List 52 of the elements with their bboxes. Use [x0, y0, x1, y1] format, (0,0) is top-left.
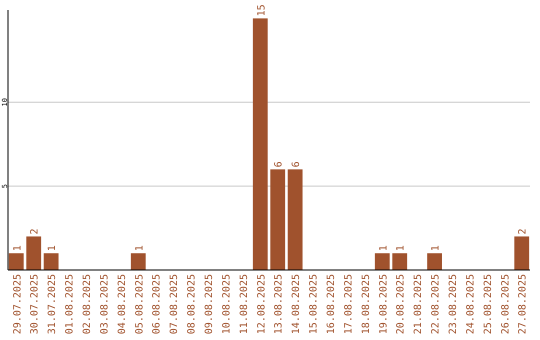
bar: [427, 253, 442, 270]
x-tick-label: 20.08.2025: [396, 274, 407, 334]
x-tick-label: 26.08.2025: [500, 274, 512, 334]
x-tick-label: 05.08.2025: [134, 274, 146, 334]
bar: [270, 169, 286, 270]
bar: [392, 253, 408, 270]
bar: [44, 253, 59, 270]
x-tick-label: 01.08.2025: [64, 274, 76, 334]
x-tick-label: 29.07.2025: [12, 274, 24, 334]
data-label: 6: [274, 161, 285, 168]
bar: [374, 253, 390, 270]
x-tick-label: 16.08.2025: [326, 274, 337, 334]
x-tick-label: 08.08.2025: [186, 274, 198, 334]
x-tick-label: 19.08.2025: [378, 274, 390, 334]
bar: [514, 236, 530, 270]
bar: [130, 253, 146, 270]
data-label: 1: [47, 245, 58, 252]
bar: [26, 236, 42, 270]
x-tick-label: 06.08.2025: [152, 274, 163, 334]
bar: [288, 169, 303, 270]
data-label: 15: [256, 4, 268, 16]
x-tick-label: 07.08.2025: [169, 274, 180, 334]
data-label: 1: [378, 245, 390, 252]
data-label: 1: [12, 245, 24, 252]
x-tick-label: 30.07.2025: [30, 274, 41, 334]
x-tick-label: 27.08.2025: [518, 274, 529, 334]
x-tick-label: 31.07.2025: [47, 274, 58, 334]
data-label: 2: [518, 228, 529, 234]
data-label: 6: [291, 161, 302, 168]
bar: [8, 253, 24, 270]
x-tick-label: 04.08.2025: [116, 274, 128, 334]
x-tick-label: 15.08.2025: [308, 274, 320, 334]
x-tick-label: 10.08.2025: [221, 274, 232, 334]
x-tick-label: 02.08.2025: [82, 274, 93, 334]
x-tick-label: 09.08.2025: [204, 274, 215, 334]
x-tick-label: 23.08.2025: [448, 274, 460, 334]
x-tick-label: 03.08.2025: [99, 274, 110, 334]
x-tick-label: 22.08.2025: [430, 274, 442, 334]
x-tick-label: 11.08.2025: [238, 274, 250, 334]
bar: [252, 18, 268, 270]
data-label: 1: [430, 245, 442, 252]
x-tick-label: 12.08.2025: [256, 274, 268, 334]
x-tick-label: 18.08.2025: [360, 274, 372, 334]
data-label: 2: [30, 228, 41, 234]
x-tick-label: 17.08.2025: [343, 274, 354, 334]
x-tick-label: 25.08.2025: [482, 274, 494, 334]
data-label: 1: [134, 245, 146, 252]
data-label: 1: [396, 245, 407, 252]
x-tick-label: 13.08.2025: [274, 274, 285, 334]
x-tick-label: 14.08.2025: [291, 274, 302, 334]
x-tick-label: 21.08.2025: [413, 274, 424, 334]
x-tick-label: 24.08.2025: [465, 274, 476, 334]
